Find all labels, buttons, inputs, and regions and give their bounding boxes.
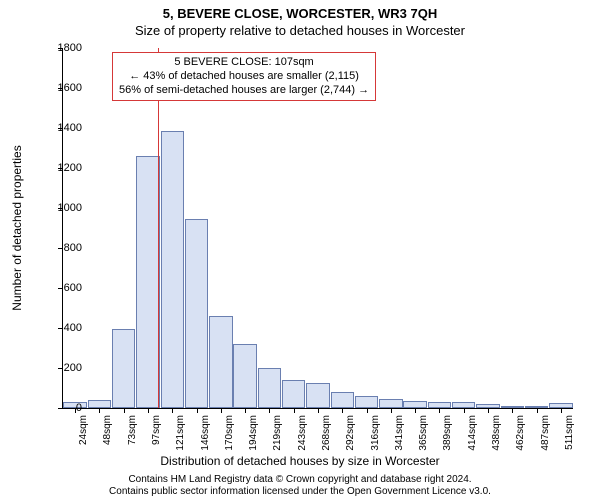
chart-container: 5, BEVERE CLOSE, WORCESTER, WR3 7QH Size… <box>0 0 600 500</box>
histogram-bar <box>331 392 354 408</box>
xtick-label: 316sqm <box>370 415 381 451</box>
x-axis-label: Distribution of detached houses by size … <box>0 454 600 468</box>
ytick-label: 800 <box>46 242 82 254</box>
ytick-label: 0 <box>46 402 82 414</box>
xtick-mark <box>99 408 100 413</box>
xtick-mark <box>488 408 489 413</box>
xtick-label: 487sqm <box>540 415 551 451</box>
xtick-label: 146sqm <box>200 415 211 451</box>
xtick-label: 292sqm <box>345 415 356 451</box>
property-marker-line <box>158 48 159 408</box>
xtick-mark <box>512 408 513 413</box>
histogram-bar <box>355 396 378 408</box>
xtick-mark <box>294 408 295 413</box>
xtick-mark <box>415 408 416 413</box>
title-main: 5, BEVERE CLOSE, WORCESTER, WR3 7QH <box>0 0 600 21</box>
histogram-bar <box>136 156 159 408</box>
histogram-bar <box>282 380 305 408</box>
ytick-label: 600 <box>46 282 82 294</box>
xtick-label: 97sqm <box>151 415 162 445</box>
xtick-mark <box>439 408 440 413</box>
xtick-mark <box>269 408 270 413</box>
y-axis-label: Number of detached properties <box>10 145 24 310</box>
xtick-label: 219sqm <box>272 415 283 451</box>
xtick-mark <box>342 408 343 413</box>
ytick-label: 1200 <box>46 162 82 174</box>
xtick-label: 438sqm <box>491 415 502 451</box>
xtick-label: 365sqm <box>418 415 429 451</box>
xtick-label: 170sqm <box>224 415 235 451</box>
title-sub: Size of property relative to detached ho… <box>0 21 600 38</box>
xtick-label: 389sqm <box>442 415 453 451</box>
xtick-mark <box>148 408 149 413</box>
xtick-label: 24sqm <box>78 415 89 445</box>
histogram-bar <box>185 219 208 408</box>
histogram-bar <box>403 401 426 408</box>
xtick-mark <box>561 408 562 413</box>
annotation-box: 5 BEVERE CLOSE: 107sqm← 43% of detached … <box>112 52 376 101</box>
xtick-mark <box>245 408 246 413</box>
xtick-label: 73sqm <box>127 415 138 445</box>
xtick-label: 462sqm <box>515 415 526 451</box>
xtick-mark <box>318 408 319 413</box>
chart-area <box>62 48 572 408</box>
xtick-label: 121sqm <box>175 415 186 451</box>
xtick-mark <box>124 408 125 413</box>
histogram-bar <box>379 399 402 408</box>
ytick-label: 200 <box>46 362 82 374</box>
ytick-label: 1600 <box>46 82 82 94</box>
xtick-mark <box>391 408 392 413</box>
xtick-mark <box>537 408 538 413</box>
xtick-label: 48sqm <box>102 415 113 445</box>
xtick-mark <box>367 408 368 413</box>
footer: Contains HM Land Registry data © Crown c… <box>0 474 600 498</box>
xtick-mark <box>172 408 173 413</box>
histogram-bar <box>161 131 184 408</box>
histogram-bar <box>233 344 256 408</box>
xtick-label: 511sqm <box>564 415 575 450</box>
annotation-line-2: ← 43% of detached houses are smaller (2,… <box>119 70 369 84</box>
plot-region <box>62 48 573 409</box>
histogram-bar <box>88 400 111 408</box>
xtick-label: 341sqm <box>394 415 405 451</box>
footer-line-1: Contains HM Land Registry data © Crown c… <box>0 474 600 486</box>
xtick-mark <box>197 408 198 413</box>
histogram-bar <box>258 368 281 408</box>
ytick-label: 400 <box>46 322 82 334</box>
xtick-label: 268sqm <box>321 415 332 451</box>
annotation-line-1: 5 BEVERE CLOSE: 107sqm <box>119 56 369 70</box>
xtick-mark <box>464 408 465 413</box>
xtick-mark <box>221 408 222 413</box>
xtick-label: 414sqm <box>467 415 478 451</box>
histogram-bar <box>209 316 232 408</box>
ytick-label: 1400 <box>46 122 82 134</box>
footer-line-2: Contains public sector information licen… <box>0 486 600 498</box>
xtick-label: 243sqm <box>297 415 308 451</box>
ytick-label: 1800 <box>46 42 82 54</box>
histogram-bar <box>306 383 329 408</box>
histogram-bar <box>112 329 135 408</box>
annotation-line-3: 56% of semi-detached houses are larger (… <box>119 84 369 98</box>
xtick-label: 194sqm <box>248 415 259 451</box>
ytick-label: 1000 <box>46 202 82 214</box>
